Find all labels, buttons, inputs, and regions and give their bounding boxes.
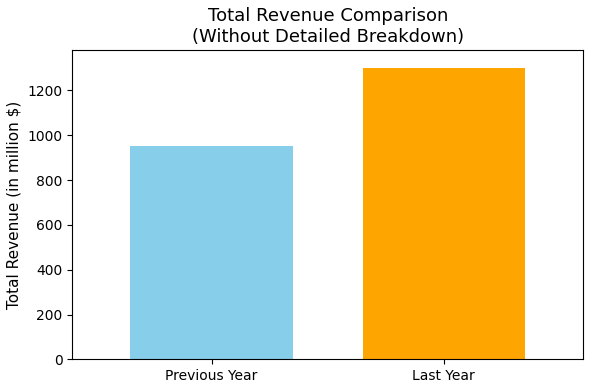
Title: Total Revenue Comparison
(Without Detailed Breakdown): Total Revenue Comparison (Without Detail…: [192, 7, 464, 46]
Y-axis label: Total Revenue (in million $): Total Revenue (in million $): [7, 101, 22, 309]
Bar: [130, 146, 293, 359]
Bar: [362, 68, 525, 359]
